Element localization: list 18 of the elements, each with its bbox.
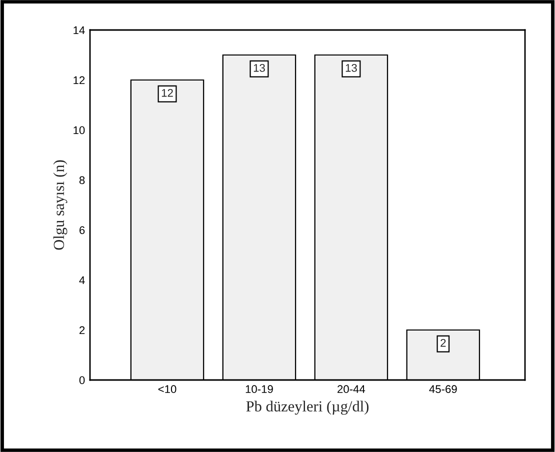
x-tick-label: 45-69 — [429, 385, 457, 394]
data-label: 13 — [346, 64, 357, 72]
data-label: 13 — [254, 64, 265, 72]
data-label: 2 — [440, 339, 446, 347]
x-tick-label: <10 — [158, 385, 176, 394]
y-tick-label: 8 — [79, 176, 85, 184]
y-tick-label: 4 — [79, 276, 85, 284]
y-axis-title: Olgu sayısı (n) — [53, 160, 68, 250]
y-tick-label: 12 — [74, 76, 85, 84]
y-tick-label: 0 — [79, 376, 85, 384]
y-tick-label: 6 — [80, 226, 85, 234]
y-tick-label: 10 — [74, 126, 85, 134]
x-tick-label: 10-19 — [246, 385, 273, 394]
y-tick-label: 2 — [80, 326, 85, 334]
y-tick-label: 14 — [74, 26, 85, 34]
data-label: 12 — [162, 89, 173, 97]
x-tick-label: 20-44 — [338, 385, 366, 394]
x-axis-title: Pb düzeyleri (µg/dl) — [246, 400, 369, 415]
